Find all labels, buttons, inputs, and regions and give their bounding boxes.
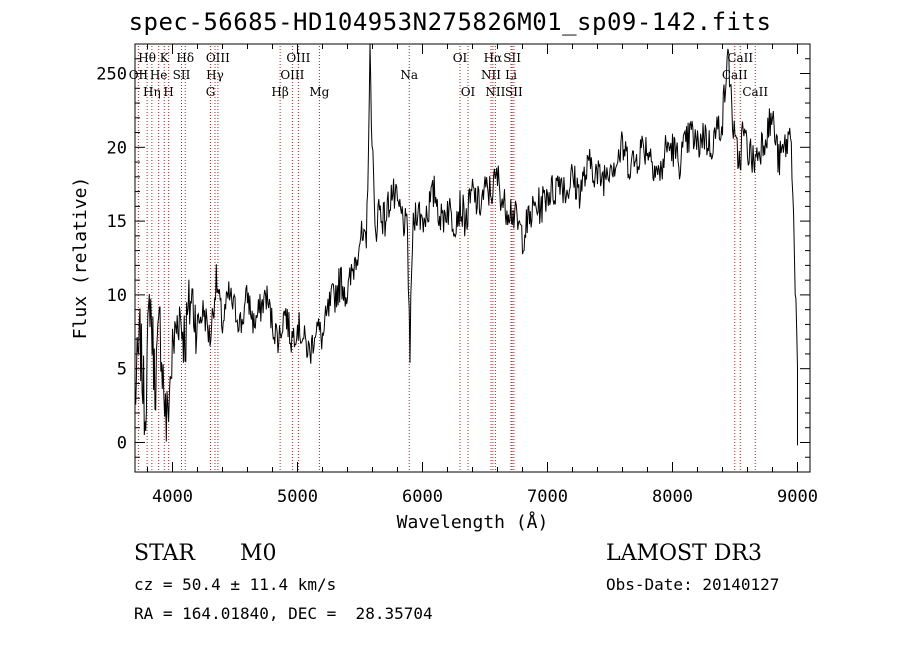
spectrum-layer (134, 43, 798, 446)
line-label: Mg (309, 85, 329, 99)
x-tick-label: 9000 (777, 487, 818, 507)
line-label: Hα (484, 51, 503, 65)
line-labels-layer: Hθ OII Hη He K H Hδ SII OIII Hγ G Hβ OIII OIII Mg Na OI O… (129, 51, 769, 99)
x-tick-label: 7000 (527, 487, 568, 507)
axes-layer: 4000 5000 6000 7000 8000 9000 0 5 10 15 20 250 Wavel… (70, 43, 818, 533)
y-tick-label: 20 (107, 138, 127, 158)
line-label: CaII (722, 68, 748, 82)
obs-date-text: Obs-Date: 20140127 (606, 575, 780, 594)
line-label: Na (400, 68, 418, 82)
line-label: CaII (727, 51, 753, 65)
line-label: OIII (206, 51, 230, 65)
line-label: Hθ (138, 51, 156, 65)
line-label: OIII (286, 51, 310, 65)
object-subclass: M0 (240, 541, 277, 566)
y-axis-label: Flux (relative) (70, 177, 91, 340)
x-tick-label: 4000 (152, 487, 193, 507)
spectrum-line (134, 43, 798, 446)
plot-frame (134, 43, 811, 473)
chart-title: spec-56685-HD104953N275826M01_sp09-142.f… (128, 8, 772, 36)
line-markers-layer (137, 46, 756, 472)
x-tick-label: 6000 (402, 487, 443, 507)
line-label: OI (461, 85, 476, 99)
line-label: K (160, 51, 170, 65)
y-tick-label: 15 (107, 212, 127, 232)
y-tick-label: 10 (107, 286, 127, 306)
line-label: Hβ (271, 85, 288, 99)
line-label: NII (481, 68, 501, 82)
line-label: Li (505, 68, 517, 82)
y-tick-label: 5 (117, 360, 127, 380)
object-class: STAR (134, 541, 195, 566)
line-label: Hγ (206, 68, 224, 82)
line-label: OI (453, 51, 468, 65)
line-label: SII (503, 51, 521, 65)
line-label: Hη (143, 85, 161, 99)
line-label: SII (173, 68, 191, 82)
coordinates-text: RA = 164.01840, DEC = 28.35704 (134, 604, 433, 623)
x-tick-label: 5000 (277, 487, 318, 507)
line-label: OIII (280, 68, 304, 82)
x-tick-label: 8000 (652, 487, 693, 507)
y-tick-label: 250 (96, 65, 127, 85)
x-axis-label: Wavelength (Å) (397, 511, 549, 533)
line-label: CaII (742, 85, 768, 99)
line-label: He (150, 68, 168, 82)
line-label: Hδ (176, 51, 194, 65)
redshift-text: cz = 50.4 ± 11.4 km/s (134, 575, 337, 594)
line-label: H (163, 85, 173, 99)
y-tick-label: 0 (117, 433, 127, 453)
line-label: OII (129, 68, 149, 82)
line-label: SII (505, 85, 523, 99)
line-label: NII (485, 85, 505, 99)
survey-label: LAMOST DR3 (606, 541, 762, 566)
line-label: G (206, 85, 216, 99)
